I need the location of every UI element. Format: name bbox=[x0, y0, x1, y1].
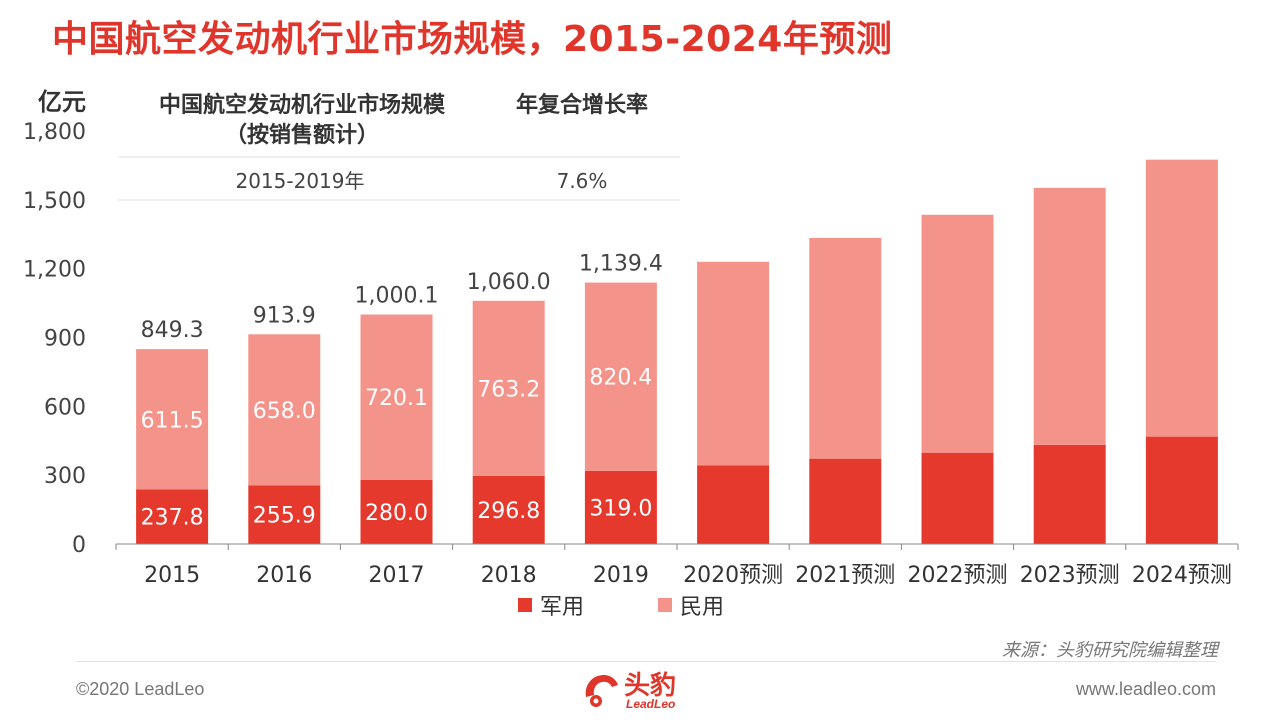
x-tick-label: 2021预测 bbox=[795, 563, 895, 588]
bar-military bbox=[248, 485, 321, 544]
y-tick-label: 1,500 bbox=[23, 189, 86, 214]
source-note: 来源：头豹研究院编辑整理 bbox=[1002, 640, 1218, 661]
table-header-market: 中国航空发动机行业市场规模 bbox=[159, 92, 446, 118]
x-tick-label: 2020预测 bbox=[683, 563, 783, 588]
bar-total-label: 1,139.4 bbox=[579, 252, 663, 277]
bar-military bbox=[136, 489, 209, 544]
bar-military bbox=[921, 452, 994, 544]
bar-total-label: 849.3 bbox=[141, 318, 204, 343]
y-tick-label: 900 bbox=[44, 327, 86, 352]
bar-civil bbox=[1033, 187, 1106, 445]
table-cagr-value: 7.6% bbox=[557, 169, 608, 193]
copyright: ©2020 LeadLeo bbox=[76, 679, 205, 699]
x-tick-label: 2024预测 bbox=[1132, 563, 1232, 588]
bar-label-civil: 658.0 bbox=[253, 399, 316, 424]
table-header-cagr: 年复合增长率 bbox=[516, 92, 648, 118]
legend-swatch-military bbox=[518, 598, 532, 612]
bar-label-civil: 611.5 bbox=[141, 408, 204, 433]
chart: 0 300 600 900 1,200 1,500 1,800 237.8 611.5 849.… bbox=[23, 88, 1239, 620]
x-tick-label: 2015 bbox=[144, 563, 200, 588]
bar-military bbox=[360, 479, 433, 544]
bar-total-label: 1,000.1 bbox=[355, 284, 439, 309]
cagr-table: 中国航空发动机行业市场规模 （按销售额计） 年复合增长率 2015-2019年 … bbox=[118, 92, 680, 201]
bar-label-military: 280.0 bbox=[365, 501, 428, 526]
bar-label-military: 319.0 bbox=[589, 496, 652, 521]
bar-civil bbox=[697, 261, 770, 466]
bar-civil bbox=[921, 214, 994, 453]
logo-text: 头豹 bbox=[624, 671, 677, 701]
y-tick-label: 600 bbox=[44, 395, 86, 420]
x-axis: 2015 2016 2017 2018 2019 2020预测 2021预测 2022预测 20… bbox=[115, 543, 1239, 588]
x-tick-label: 2022预测 bbox=[908, 563, 1008, 588]
bar-military bbox=[809, 458, 882, 544]
table-header-market-sub: （按销售额计） bbox=[225, 122, 379, 148]
y-tick-label: 1,200 bbox=[23, 258, 86, 283]
leopard-logo-icon bbox=[585, 675, 618, 707]
legend-swatch-civil bbox=[658, 598, 672, 612]
x-tick-label: 2019 bbox=[593, 563, 649, 588]
bar-civil bbox=[809, 237, 882, 459]
bar-civil bbox=[1145, 159, 1218, 437]
page-title: 中国航空发动机行业市场规模，2015-2024年预测 bbox=[52, 19, 893, 60]
logo-subtext: LeadLeo bbox=[626, 697, 676, 711]
y-axis: 0 300 600 900 1,200 1,500 1,800 bbox=[23, 120, 86, 558]
bar-military bbox=[584, 470, 657, 544]
bar-total-label: 913.9 bbox=[253, 303, 316, 328]
bar-total-label: 1,060.0 bbox=[467, 270, 551, 295]
legend-label-civil: 民用 bbox=[680, 595, 724, 620]
bar-civil bbox=[136, 349, 209, 490]
bar-label-military: 296.8 bbox=[477, 499, 540, 524]
bar-label-civil: 763.2 bbox=[477, 377, 540, 402]
y-axis-label: 亿元 bbox=[38, 88, 86, 116]
bar-military bbox=[697, 465, 770, 544]
footer-divider bbox=[76, 661, 1216, 662]
bar-military bbox=[1145, 436, 1218, 544]
x-tick-label: 2017 bbox=[369, 563, 425, 588]
legend-label-military: 军用 bbox=[540, 595, 584, 620]
x-tick-label: 2018 bbox=[481, 563, 537, 588]
bar-label-military: 237.8 bbox=[141, 506, 204, 531]
y-tick-label: 0 bbox=[72, 533, 86, 558]
website-link[interactable]: www.leadleo.com bbox=[1075, 679, 1216, 699]
table-period: 2015-2019年 bbox=[235, 169, 364, 193]
x-tick-label: 2023预测 bbox=[1020, 563, 1120, 588]
bar-civil bbox=[360, 314, 433, 480]
bar-military bbox=[472, 475, 545, 544]
brand-logo: 头豹 LeadLeo bbox=[580, 663, 710, 717]
bar-civil bbox=[248, 334, 321, 486]
bar-label-military: 255.9 bbox=[253, 504, 316, 529]
bar-civil bbox=[472, 300, 545, 476]
legend: 军用 民用 bbox=[518, 595, 724, 620]
bar-military bbox=[1033, 444, 1106, 544]
bar-label-civil: 820.4 bbox=[589, 366, 652, 391]
y-tick-label: 1,800 bbox=[23, 120, 86, 145]
x-tick-label: 2016 bbox=[256, 563, 312, 588]
y-tick-label: 300 bbox=[44, 464, 86, 489]
bars: 237.8 611.5 849.3 255.9 658.0 913.9 280.0 720.1… bbox=[136, 159, 1218, 544]
bar-civil bbox=[584, 282, 657, 471]
bar-label-civil: 720.1 bbox=[365, 386, 428, 411]
